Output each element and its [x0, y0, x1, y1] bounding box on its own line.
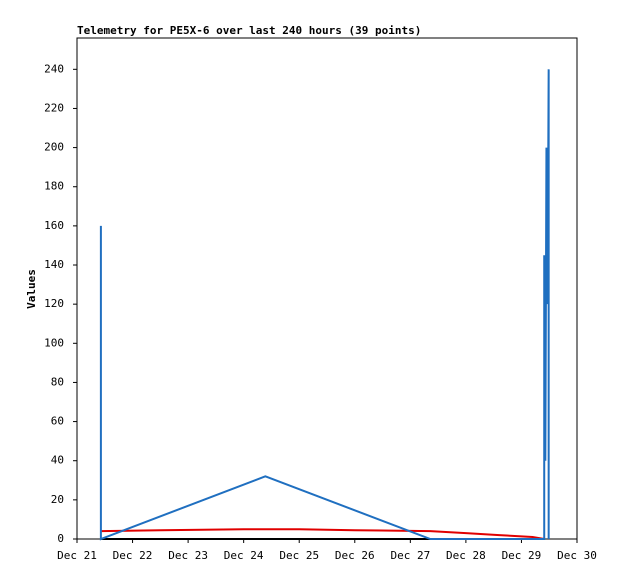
y-tick-label: 60	[51, 415, 64, 428]
chart-title: Telemetry for PE5X-6 over last 240 hours…	[77, 24, 421, 37]
y-tick-label: 100	[44, 336, 64, 349]
x-tick-label: Dec 21	[57, 549, 97, 562]
series-line	[99, 69, 550, 541]
y-axis-label: Values	[25, 269, 38, 309]
y-tick-label: 200	[44, 141, 64, 154]
y-tick-label: 40	[51, 454, 64, 467]
x-tick-label: Dec 23	[168, 549, 208, 562]
y-tick-label: 180	[44, 180, 64, 193]
y-tick-label: 240	[44, 62, 64, 75]
plot-frame	[76, 37, 578, 540]
x-tick-label: Dec 24	[224, 549, 264, 562]
y-tick-label: 0	[57, 532, 64, 545]
x-tick-label: Dec 29	[502, 549, 542, 562]
y-tick-label: 220	[44, 101, 64, 114]
x-tick-label: Dec 25	[279, 549, 319, 562]
y-tick-label: 160	[44, 219, 64, 232]
y-tick-label: 120	[44, 297, 64, 310]
y-tick-label: 80	[51, 375, 64, 388]
y-tick-label: 140	[44, 258, 64, 271]
x-tick-label: Dec 28	[446, 549, 486, 562]
y-tick-label: 20	[51, 493, 64, 506]
x-tick-label: Dec 26	[335, 549, 375, 562]
x-tick-label: Dec 30	[557, 549, 597, 562]
x-tick-label: Dec 27	[390, 549, 430, 562]
x-tick-label: Dec 22	[113, 549, 153, 562]
series-line	[100, 528, 545, 540]
